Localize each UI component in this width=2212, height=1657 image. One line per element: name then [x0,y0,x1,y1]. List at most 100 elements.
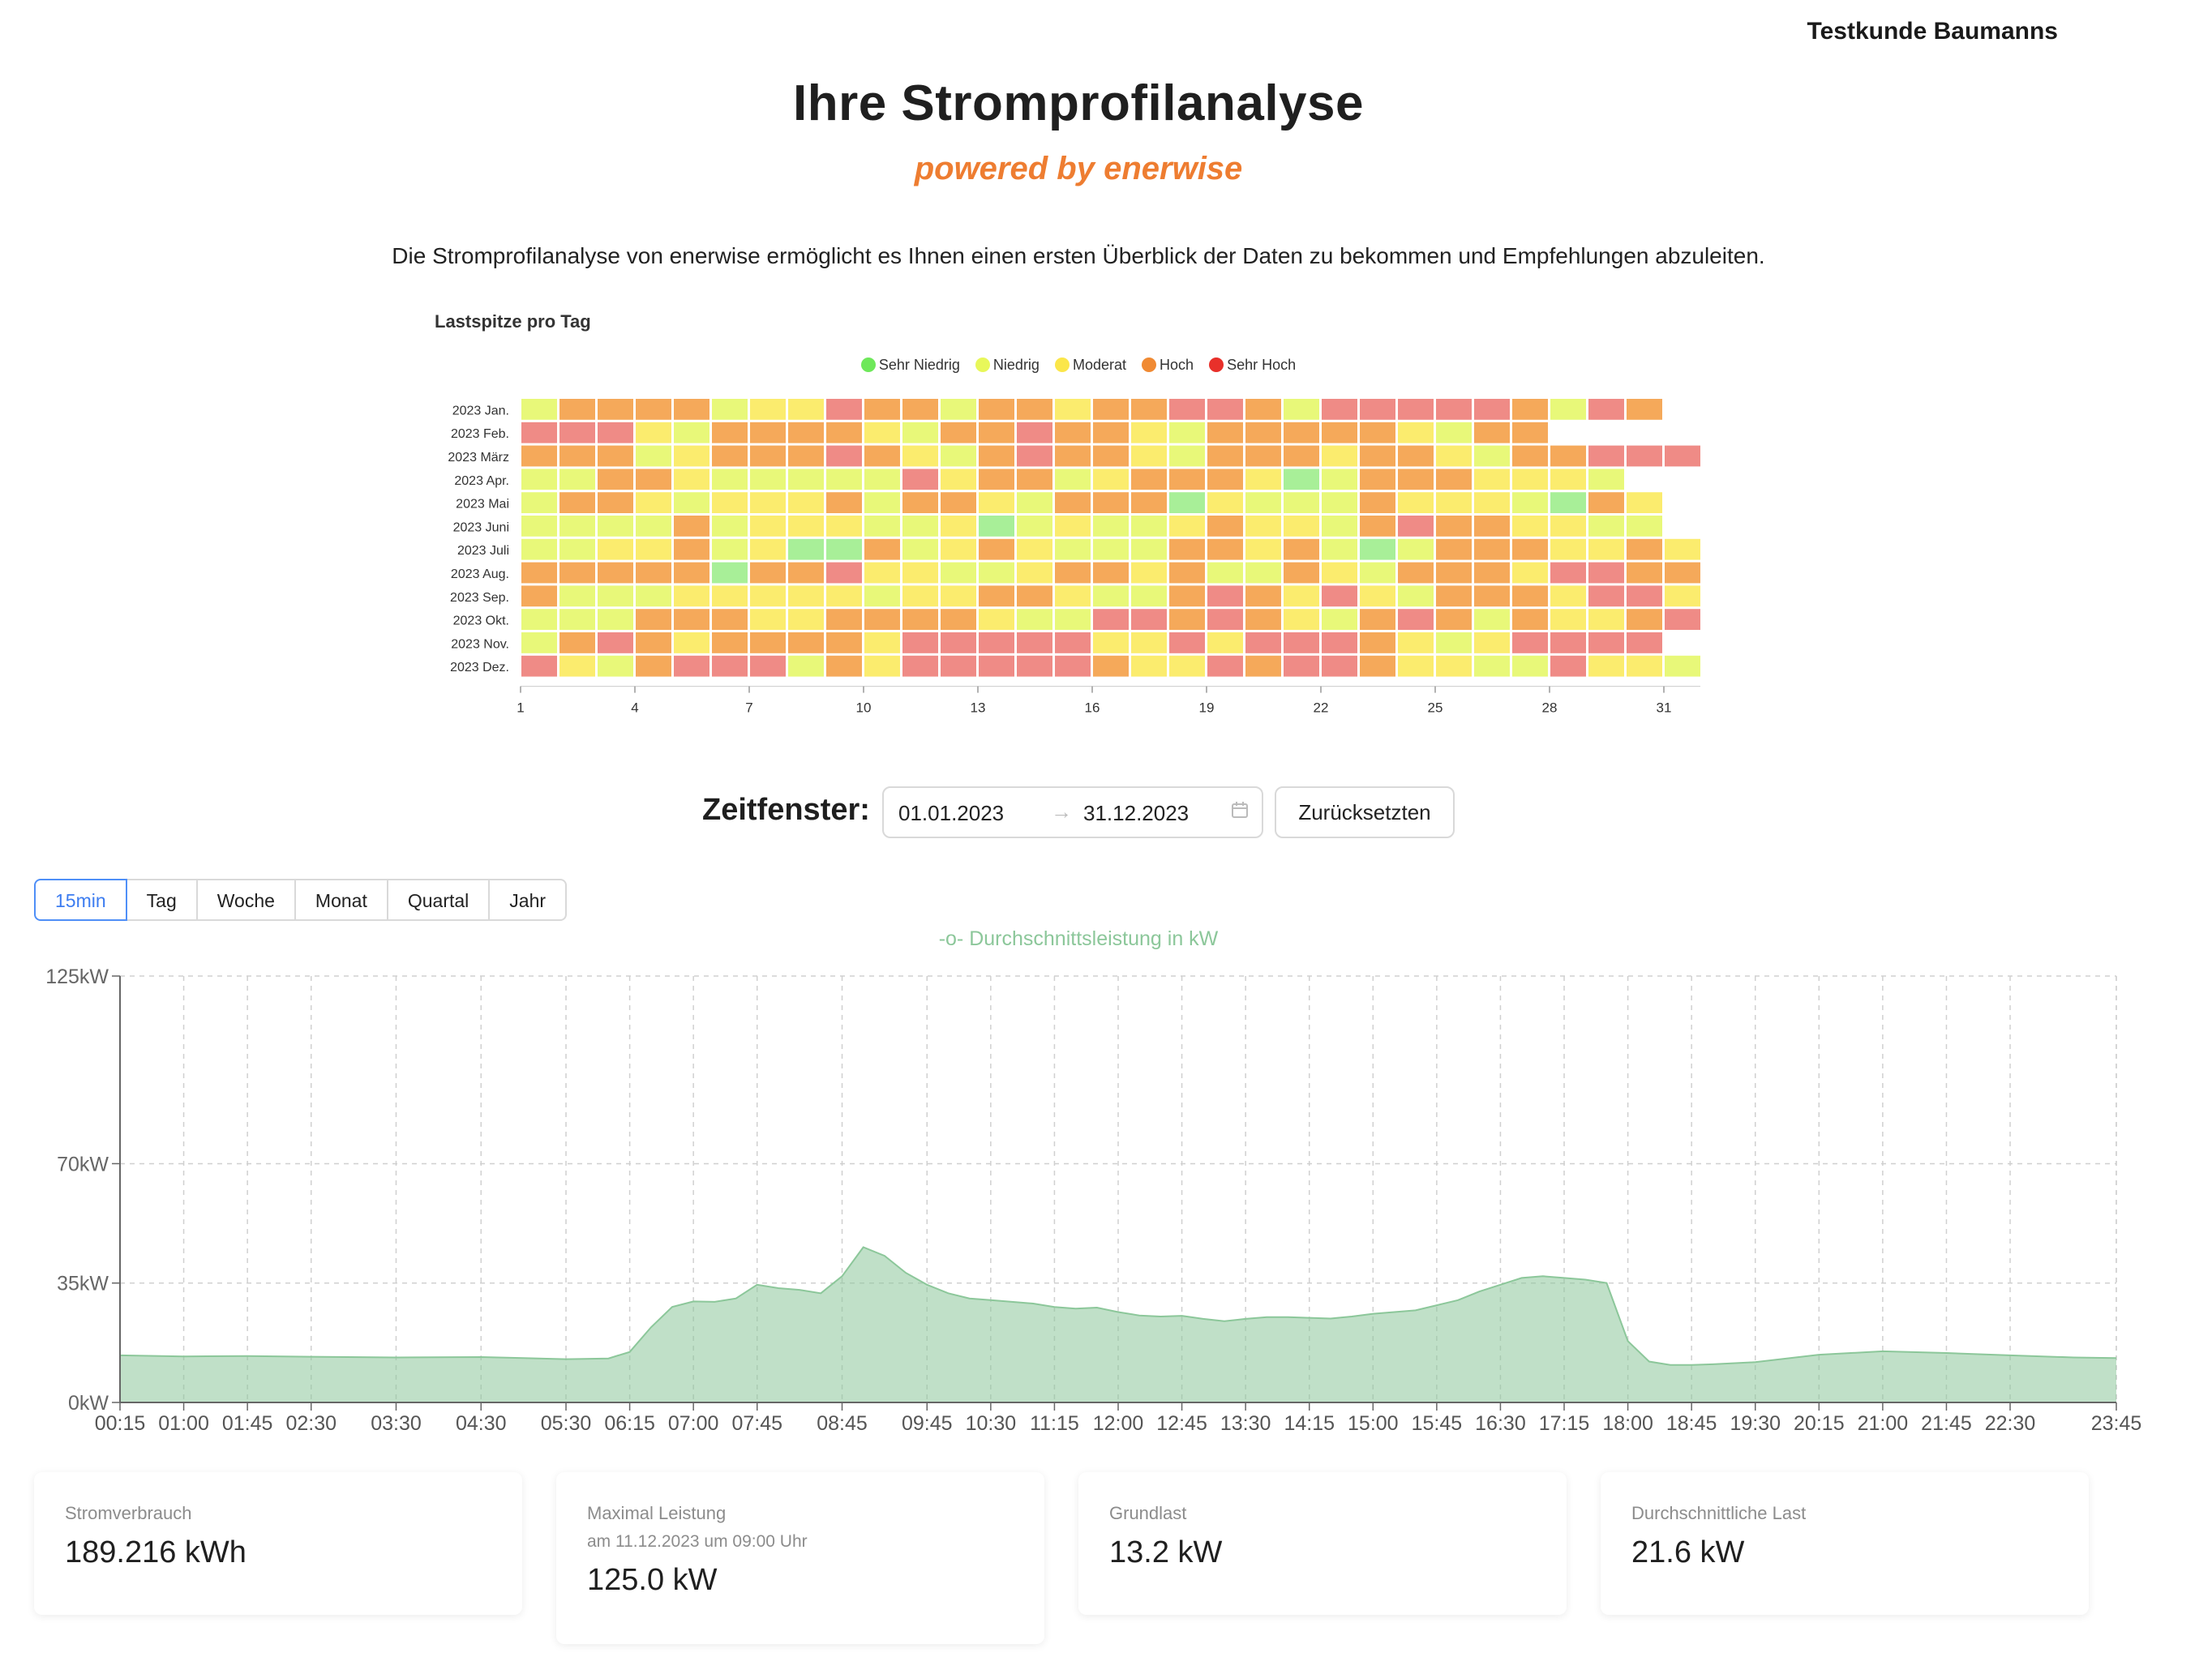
heatmap-cell [1322,609,1357,630]
heatmap-cell [636,632,671,653]
tab-jahr[interactable]: Jahr [490,879,568,921]
heatmap-cell [1550,609,1586,630]
heatmap-cell [1512,609,1548,630]
heatmap-cell [1627,445,1662,467]
heatmap-cell [1093,538,1129,560]
heatmap-cell [1550,516,1586,537]
legend-item-sehr-hoch[interactable]: Sehr Hoch [1209,357,1296,374]
heatmap-cell [636,516,671,537]
legend-label: Sehr Niedrig [878,357,960,373]
heatmap-cell [598,538,633,560]
heatmap-cell [1055,516,1091,537]
heatmap-cell [1284,445,1319,467]
heatmap-cell [521,445,557,467]
heatmap-cell [1245,399,1281,420]
heatmap-cell [1055,655,1091,677]
heatmap-cell [1436,632,1472,653]
heatmap-cell [826,422,862,443]
heatmap-cell [1055,422,1091,443]
y-tick-label: 35kW [57,1273,109,1295]
heatmap-cell [636,469,671,490]
tab-monat[interactable]: Monat [295,879,388,921]
heatmap-cell [1588,655,1624,677]
heatmap-cell [1474,562,1510,584]
heatmap-cell [1245,609,1281,630]
heatmap-cell [559,422,595,443]
heatmap-cell [636,538,671,560]
heatmap-cell [750,585,786,607]
heatmap-cell [826,562,862,584]
y-tick-label: 0kW [68,1392,109,1415]
heatmap-cell [1398,422,1434,443]
heatmap-cell [674,585,709,607]
heatmap-cell [1093,469,1129,490]
heatmap-cell [1093,632,1129,653]
heatmap-cell [1284,632,1319,653]
heatmap-cell [1627,516,1662,537]
heatmap-cell [674,445,709,467]
heatmap-cell [1360,399,1395,420]
legend-item-sehr-niedrig[interactable]: Sehr Niedrig [860,357,960,374]
heatmap-cell [1093,609,1129,630]
heatmap-cell [712,585,748,607]
heatmap-cell [1284,609,1319,630]
tab-quartal[interactable]: Quartal [388,879,491,921]
heatmap-month-label: 2023 Dez. [450,661,509,674]
chart-legend[interactable]: -o- Durchschnittsleistung in kW [0,927,2157,951]
heatmap-cell [674,422,709,443]
heatmap-cell [1665,538,1700,560]
heatmap-cell [636,422,671,443]
heatmap-cell [559,609,595,630]
heatmap-cell [1512,562,1548,584]
tab-15min[interactable]: 15min [34,879,127,921]
heatmap-cell [1550,469,1586,490]
heatmap-cell [1245,538,1281,560]
heatmap-tick-label: 13 [971,700,986,716]
heatmap-cell [1360,516,1395,537]
heatmap-cell [1131,538,1167,560]
heatmap-cell [1055,399,1091,420]
tab-tag[interactable]: Tag [126,879,198,921]
heatmap-cell [788,585,824,607]
calendar-icon[interactable] [1231,801,1249,819]
x-tick-label: 15:00 [1348,1412,1399,1435]
heatmap-month-label: 2023 Okt. [453,614,509,628]
heatmap-tick-label: 28 [1542,700,1558,716]
reset-button[interactable]: Zurücksetzten [1275,786,1455,838]
legend-item-niedrig[interactable]: Niedrig [975,357,1040,374]
heatmap-cell [902,422,938,443]
heatmap-cell [521,399,557,420]
heatmap-cell [1550,655,1586,677]
heatmap-cell [1436,422,1472,443]
heatmap-cell [1398,399,1434,420]
heatmap-cell [559,469,595,490]
heatmap-cell [1207,422,1243,443]
heatmap-cell [979,399,1014,420]
legend-marker-icon: -o- [938,927,964,950]
date-to-input[interactable]: 31.12.2023 [1083,801,1190,825]
heatmap-cell [1207,538,1243,560]
heatmap-cell [979,655,1014,677]
date-range-picker[interactable]: 01.01.2023 → 31.12.2023 [882,786,1263,838]
heatmap-cell [1131,469,1167,490]
heatmap-cell [674,469,709,490]
legend-item-hoch[interactable]: Hoch [1142,357,1194,374]
legend-item-moderat[interactable]: Moderat [1054,357,1126,374]
heatmap-cell [1512,632,1548,653]
heatmap-cell [1207,609,1243,630]
heatmap-cell [1093,422,1129,443]
heatmap-cell [636,399,671,420]
heatmap-cell [1017,609,1052,630]
tab-woche[interactable]: Woche [197,879,296,921]
heatmap-tick-label: 31 [1657,700,1672,716]
heatmap-cell [750,655,786,677]
heatmap-cell [1245,562,1281,584]
heatmap-cell [521,562,557,584]
date-from-input[interactable]: 01.01.2023 [898,801,1005,825]
heatmap-cell [750,492,786,513]
heatmap-cell [902,469,938,490]
heatmap-cell [598,516,633,537]
legend-dot-icon [1054,358,1070,372]
heatmap-cell [1017,538,1052,560]
heatmap-cell [1322,655,1357,677]
